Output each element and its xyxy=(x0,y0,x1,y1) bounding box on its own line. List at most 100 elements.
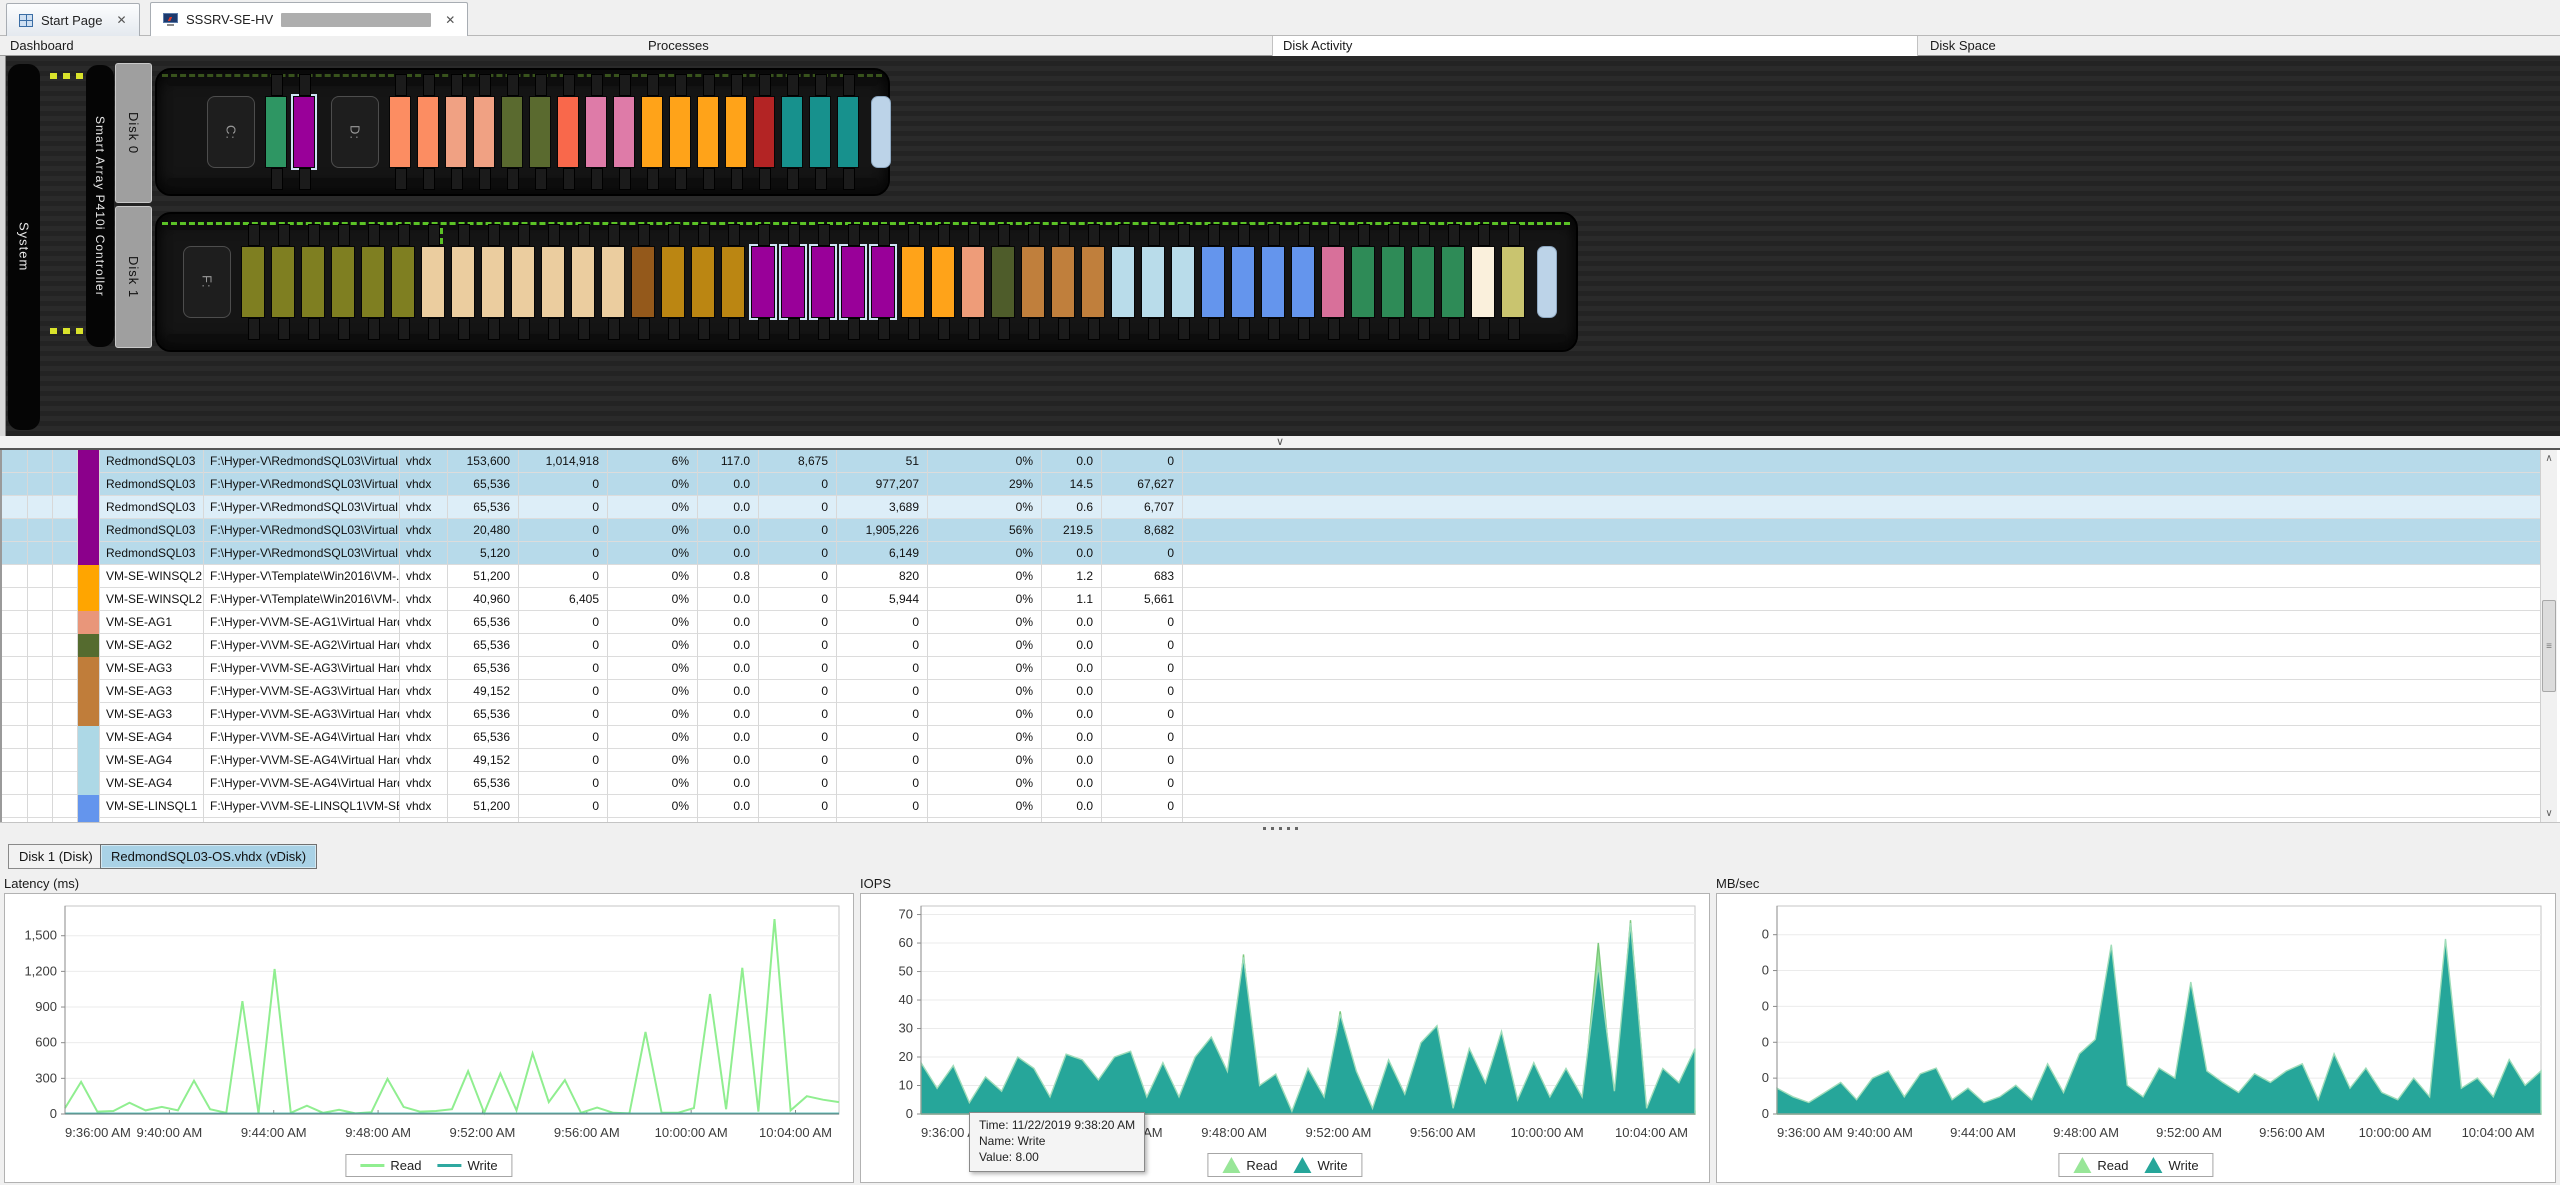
table-row[interactable]: RedmondSQL03F:\Hyper-V\RedmondSQL03\Virt… xyxy=(2,473,2542,496)
vhd-block[interactable] xyxy=(1471,246,1495,318)
pane-splitter[interactable] xyxy=(0,822,2560,834)
vhd-block[interactable] xyxy=(781,246,805,318)
vhd-block[interactable] xyxy=(1501,246,1525,318)
table-row[interactable]: VM-SE-WINSQL2F:\Hyper-V\Template\Win2016… xyxy=(2,565,2542,588)
vhd-block[interactable] xyxy=(1081,246,1105,318)
vhd-block[interactable] xyxy=(901,246,925,318)
vhd-block[interactable] xyxy=(931,246,955,318)
vhd-block[interactable] xyxy=(585,96,607,168)
tab-server[interactable]: SSSRV-SE-HV ✕ xyxy=(150,2,468,36)
mbsec-chart[interactable]: 0000009:36:00 AM9:40:00 AM9:44:00 AM9:48… xyxy=(1716,893,2556,1183)
vhd-block[interactable] xyxy=(991,246,1015,318)
vhd-block[interactable] xyxy=(481,246,505,318)
vhd-block[interactable] xyxy=(1021,246,1045,318)
left-scroll-strip[interactable] xyxy=(0,56,6,436)
table-row[interactable]: VM-SE-AG3F:\Hyper-V\VM-SE-AG3\Virtual Ha… xyxy=(2,703,2542,726)
vhd-block[interactable] xyxy=(725,96,747,168)
vhd-block[interactable] xyxy=(661,246,685,318)
table-row[interactable]: RedmondSQL03F:\Hyper-V\RedmondSQL03\Virt… xyxy=(2,496,2542,519)
vhd-block[interactable] xyxy=(631,246,655,318)
vhd-block[interactable] xyxy=(1291,246,1315,318)
iops-chart[interactable]: 7060504030201009:36:00 AM9:40:00 AM9:44:… xyxy=(860,893,1710,1183)
dashboard-collapse-bar[interactable]: ∨ xyxy=(0,436,2560,450)
drive-label-d[interactable]: D: xyxy=(331,96,379,168)
vdisk-tab-button[interactable]: RedmondSQL03-OS.vhdx (vDisk) xyxy=(100,844,317,869)
vhd-block[interactable] xyxy=(1441,246,1465,318)
table-row[interactable]: RedmondSQL03F:\Hyper-V\RedmondSQL03\Virt… xyxy=(2,542,2542,565)
vhd-block[interactable] xyxy=(1351,246,1375,318)
vhd-block[interactable] xyxy=(1231,246,1255,318)
vhd-block[interactable] xyxy=(241,246,265,318)
table-row[interactable]: VM-SE-AG4F:\Hyper-V\VM-SE-AG4\Virtual Ha… xyxy=(2,726,2542,749)
vhd-block[interactable] xyxy=(1321,246,1345,318)
disk-tab-button[interactable]: Disk 1 (Disk) xyxy=(8,844,104,869)
vhd-block[interactable] xyxy=(331,246,355,318)
vhd-block[interactable] xyxy=(445,96,467,168)
scroll-down-icon[interactable]: ∨ xyxy=(2541,805,2557,822)
vhd-block[interactable] xyxy=(361,246,385,318)
vhd-block[interactable] xyxy=(1201,246,1225,318)
vhd-block[interactable] xyxy=(417,96,439,168)
vhd-block[interactable] xyxy=(541,246,565,318)
vhd-block[interactable] xyxy=(613,96,635,168)
scroll-up-icon[interactable]: ∧ xyxy=(2541,450,2557,467)
vhd-block[interactable] xyxy=(641,96,663,168)
drive-label-c[interactable]: C: xyxy=(207,96,255,168)
drive-label-f[interactable]: F: xyxy=(183,246,231,318)
vhd-block[interactable] xyxy=(811,246,835,318)
table-row[interactable]: VM-SE-AG3F:\Hyper-V\VM-SE-AG3\Virtual Ha… xyxy=(2,657,2542,680)
section-processes[interactable]: Processes xyxy=(648,38,709,53)
latency-chart[interactable]: 1,5001,20090060030009:36:00 AM9:40:00 AM… xyxy=(4,893,854,1183)
section-dashboard[interactable]: Dashboard xyxy=(10,38,74,53)
vhd-block[interactable] xyxy=(511,246,535,318)
vhd-block[interactable] xyxy=(837,96,859,168)
vhd-block[interactable] xyxy=(293,96,315,168)
table-row[interactable]: RedmondSQL03F:\Hyper-V\RedmondSQL03\Virt… xyxy=(2,519,2542,542)
vhd-block[interactable] xyxy=(1141,246,1165,318)
vhd-block[interactable] xyxy=(301,246,325,318)
vhd-block[interactable] xyxy=(781,96,803,168)
vhd-block[interactable] xyxy=(721,246,745,318)
vhd-block[interactable] xyxy=(389,96,411,168)
controller-node[interactable]: Smart Array P410i Controller xyxy=(86,65,114,347)
section-disk-space[interactable]: Disk Space xyxy=(1930,38,1996,53)
scrollbar-thumb[interactable]: ≡ xyxy=(2542,600,2556,692)
vhd-block[interactable] xyxy=(1381,246,1405,318)
vhd-block[interactable] xyxy=(697,96,719,168)
section-disk-activity[interactable]: Disk Activity xyxy=(1283,38,1352,53)
vhd-block[interactable] xyxy=(751,246,775,318)
disk1-node[interactable]: Disk 1 xyxy=(115,206,152,348)
vhd-block[interactable] xyxy=(1261,246,1285,318)
vhd-block[interactable] xyxy=(1411,246,1435,318)
system-node[interactable]: System xyxy=(8,64,40,430)
vhd-block[interactable] xyxy=(961,246,985,318)
table-row[interactable]: VM-SE-LINSQL1F:\Hyper-V\VM-SE-LINSQL1\VM… xyxy=(2,795,2542,818)
vhd-block[interactable] xyxy=(1051,246,1075,318)
vhd-block[interactable] xyxy=(265,96,287,168)
close-icon[interactable]: ✕ xyxy=(445,13,455,27)
close-icon[interactable]: ✕ xyxy=(116,13,126,27)
vhd-block[interactable] xyxy=(1171,246,1195,318)
vhd-block[interactable] xyxy=(571,246,595,318)
tab-start-page[interactable]: Start Page ✕ xyxy=(6,3,140,36)
table-row[interactable]: VM-SE-AG2F:\Hyper-V\VM-SE-AG2\Virtual Ha… xyxy=(2,634,2542,657)
vhd-block[interactable] xyxy=(841,246,865,318)
vhd-block[interactable] xyxy=(473,96,495,168)
vhd-block[interactable] xyxy=(529,96,551,168)
table-row[interactable]: VM-SE-AG4F:\Hyper-V\VM-SE-AG4\Virtual Ha… xyxy=(2,749,2542,772)
table-row[interactable]: VM-SE-AG4F:\Hyper-V\VM-SE-AG4\Virtual Ha… xyxy=(2,772,2542,795)
vhd-block[interactable] xyxy=(809,96,831,168)
table-row[interactable]: VM-SE-AG1F:\Hyper-V\VM-SE-AG1\Virtual Ha… xyxy=(2,611,2542,634)
vhd-block[interactable] xyxy=(271,246,295,318)
vhd-block[interactable] xyxy=(871,246,895,318)
vhd-block[interactable] xyxy=(753,96,775,168)
vhd-block[interactable] xyxy=(601,246,625,318)
table-row[interactable]: VM-SE-WINSQL2F:\Hyper-V\Template\Win2016… xyxy=(2,588,2542,611)
vhd-block[interactable] xyxy=(391,246,415,318)
disk0-node[interactable]: Disk 0 xyxy=(115,63,152,203)
vertical-scrollbar[interactable]: ∧ ≡ ∨ xyxy=(2540,450,2557,822)
table-row[interactable]: RedmondSQL03F:\Hyper-V\RedmondSQL03\Virt… xyxy=(2,450,2542,473)
vhd-block[interactable] xyxy=(1111,246,1135,318)
vhd-block[interactable] xyxy=(691,246,715,318)
vhd-block[interactable] xyxy=(501,96,523,168)
